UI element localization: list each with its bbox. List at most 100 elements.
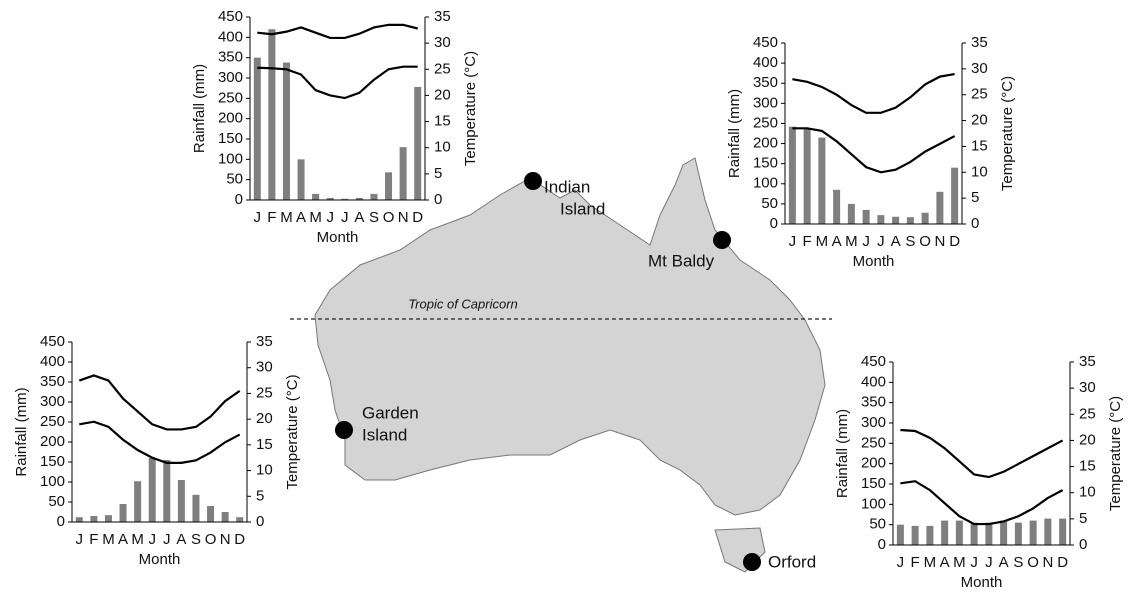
y-tick-label: 350 xyxy=(218,49,243,66)
y-tick-label: 50 xyxy=(226,171,243,188)
chart: 0 50 100 150 200 250 300 350 400 450 0 5 10 15 20 25 30 3… xyxy=(191,8,479,246)
site-marker xyxy=(524,172,542,190)
bar xyxy=(326,197,334,200)
bar xyxy=(192,494,200,522)
y-tick-label: 150 xyxy=(753,155,778,172)
x-tick-label: J xyxy=(789,233,797,250)
axis-frame xyxy=(249,17,426,201)
x-tick-label: J xyxy=(76,531,84,548)
tropic-label: Tropic of Capricorn xyxy=(408,296,518,311)
bar xyxy=(119,504,127,522)
line xyxy=(79,420,241,464)
bar xyxy=(951,167,959,224)
x-tick-label: S xyxy=(369,209,379,226)
y2-tick-label: 25 xyxy=(1079,405,1096,422)
x-tick-label: O xyxy=(205,531,217,548)
y-tick-label: 0 xyxy=(770,215,778,232)
y-tick-label: 100 xyxy=(753,175,778,192)
x-tick-label: J xyxy=(897,554,905,571)
y2-tick-label: 20 xyxy=(971,112,988,129)
site-marker xyxy=(335,421,353,439)
bar xyxy=(896,524,904,545)
site-label: Orford xyxy=(768,552,816,571)
x-tick-label: J xyxy=(985,554,993,571)
y-tick-label: 400 xyxy=(861,373,886,390)
x-tick-label: A xyxy=(176,531,186,548)
y2-tick-label: 20 xyxy=(434,86,451,103)
x-axis-label: Month xyxy=(317,229,359,246)
y2-tick-label: 30 xyxy=(971,60,988,77)
chart: 0 50 100 150 200 250 300 350 400 450 0 5 10 15 20 25 30 3… xyxy=(13,333,301,568)
y2-axis-label: Temperature (°C) xyxy=(284,374,301,489)
site-label: Mt Baldy xyxy=(648,251,715,270)
y2-tick-label: 20 xyxy=(1079,431,1096,448)
x-tick-label: M xyxy=(816,233,829,250)
y-tick-label: 100 xyxy=(40,473,65,490)
axis-frame xyxy=(892,362,1071,546)
y2-tick-label: 5 xyxy=(256,487,264,504)
y2-tick-label: 15 xyxy=(434,113,451,130)
bar xyxy=(355,197,363,200)
y2-tick-label: 10 xyxy=(1079,484,1096,501)
bar xyxy=(236,517,244,522)
bar xyxy=(221,512,229,522)
line xyxy=(257,23,418,40)
x-tick-label: M xyxy=(131,531,144,548)
y-tick-label: 450 xyxy=(753,34,778,51)
y-tick-label: 200 xyxy=(753,135,778,152)
x-tick-label: O xyxy=(383,209,395,226)
bar xyxy=(788,126,796,224)
y-tick-label: 450 xyxy=(218,8,243,25)
bar xyxy=(970,522,978,545)
x-tick-label: F xyxy=(89,531,98,548)
x-tick-label: M xyxy=(953,554,966,571)
y-tick-label: 350 xyxy=(753,74,778,91)
y-tick-label: 450 xyxy=(40,333,65,350)
bar xyxy=(941,520,949,545)
y2-axis-label: Temperature (°C) xyxy=(1107,396,1124,511)
bar xyxy=(385,172,393,200)
bar xyxy=(253,57,261,200)
bar xyxy=(282,62,290,201)
y2-tick-label: 15 xyxy=(256,436,273,453)
y2-tick-label: 30 xyxy=(434,34,451,51)
line xyxy=(78,374,241,431)
bar xyxy=(268,29,276,201)
bar xyxy=(926,525,934,545)
bar xyxy=(1014,522,1022,545)
x-tick-label: D xyxy=(949,233,960,250)
y-tick-label: 50 xyxy=(48,493,65,510)
bar xyxy=(312,193,320,200)
site-label: Garden xyxy=(362,403,419,422)
x-tick-label: A xyxy=(832,233,842,250)
site-label: Indian xyxy=(544,177,590,196)
y-tick-label: 0 xyxy=(57,513,65,530)
y-tick-label: 300 xyxy=(40,393,65,410)
line xyxy=(900,428,1064,479)
x-tick-label: M xyxy=(924,554,937,571)
y-axis-label: Rainfall (mm) xyxy=(834,409,851,498)
y-tick-label: 250 xyxy=(753,114,778,131)
x-axis-label: Month xyxy=(961,574,1003,591)
bar xyxy=(370,193,378,200)
y-tick-label: 100 xyxy=(218,150,243,167)
bar xyxy=(414,86,422,200)
bar xyxy=(341,198,349,200)
line xyxy=(257,65,418,100)
bar xyxy=(1059,518,1067,545)
bar xyxy=(921,212,929,224)
y-tick-label: 250 xyxy=(218,89,243,106)
y-axis-label: Rainfall (mm) xyxy=(13,387,30,476)
x-tick-label: J xyxy=(877,233,885,250)
y2-tick-label: 35 xyxy=(434,8,451,25)
y-axis-label: Rainfall (mm) xyxy=(191,64,208,153)
site-label: Island xyxy=(362,425,407,444)
bar xyxy=(818,137,826,224)
y-tick-label: 300 xyxy=(861,414,886,431)
bar xyxy=(877,215,885,224)
x-axis-label: Month xyxy=(139,551,181,568)
bar xyxy=(955,520,963,545)
x-tick-label: J xyxy=(148,531,156,548)
y-tick-label: 200 xyxy=(218,110,243,127)
